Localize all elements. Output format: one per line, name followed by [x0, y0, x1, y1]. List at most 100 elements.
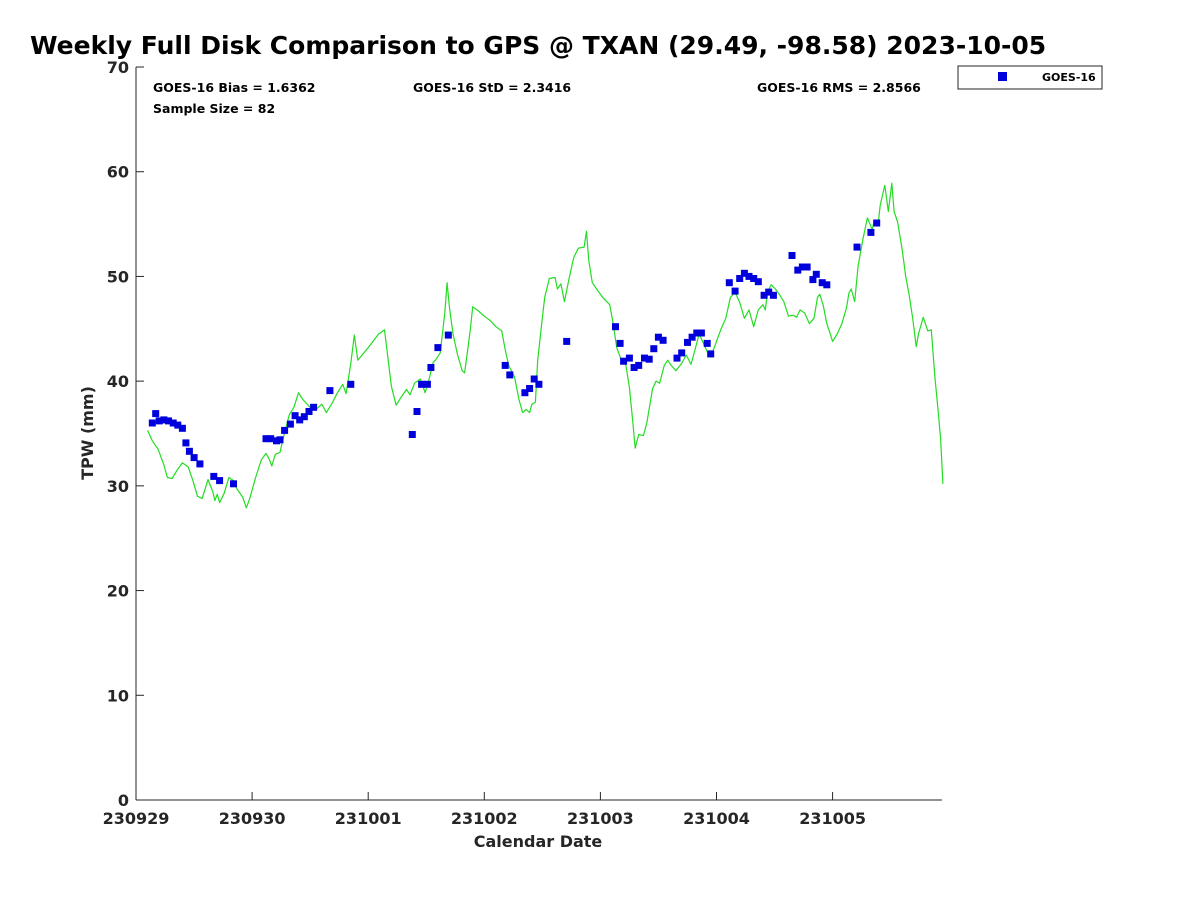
- goes16-point: [300, 413, 308, 421]
- chart-title: Weekly Full Disk Comparison to GPS @ TXA…: [30, 31, 1046, 60]
- gps-series: [147, 182, 944, 509]
- goes16-point: [740, 269, 748, 277]
- goes16-point: [423, 380, 431, 388]
- goes16-point: [745, 272, 753, 280]
- goes16-point: [678, 349, 686, 357]
- goes16-point: [736, 275, 744, 282]
- goes16-point: [798, 263, 806, 271]
- goes16-point: [178, 424, 186, 432]
- y-ticks: 0 10 20 30 40 50 60 70: [107, 58, 144, 810]
- goes16-point: [444, 331, 452, 339]
- goes16-point: [693, 329, 701, 337]
- goes16-point: [196, 460, 204, 468]
- goes16-point: [408, 431, 416, 438]
- goes16-point: [563, 337, 571, 345]
- x-tick-label: 231005: [799, 809, 866, 828]
- goes16-point: [276, 436, 284, 444]
- goes16-point: [688, 333, 696, 341]
- goes16-point: [625, 354, 633, 362]
- goes16-point: [182, 439, 190, 447]
- goes16-point: [305, 408, 313, 415]
- goes16-point: [190, 454, 198, 462]
- rms-stat: GOES-16 RMS = 2.8566: [757, 80, 921, 95]
- goes16-point: [526, 385, 534, 392]
- goes16-point: [155, 417, 163, 425]
- x-ticks: 230929 230930 231001 231002 231003 231004 2310…: [103, 792, 866, 828]
- goes16-point: [434, 344, 442, 352]
- goes16-point: [521, 389, 529, 397]
- goes16-point: [230, 480, 237, 488]
- goes16-point: [152, 410, 160, 418]
- goes16-point: [347, 380, 355, 388]
- goes16-point: [630, 364, 638, 371]
- goes16-point: [620, 357, 628, 365]
- goes16-point: [210, 472, 218, 480]
- goes16-point: [803, 263, 811, 271]
- goes16-point: [794, 266, 802, 274]
- goes16-point: [310, 403, 318, 411]
- goes16-point: [641, 354, 648, 362]
- y-tick-label: 0: [118, 791, 129, 810]
- goes16-point: [413, 408, 421, 415]
- goes16-point: [535, 380, 543, 388]
- goes16-point: [174, 421, 182, 429]
- y-tick-label: 30: [107, 477, 129, 496]
- goes16-point: [731, 287, 739, 295]
- goes16-point: [291, 412, 299, 420]
- goes16-point: [326, 387, 334, 395]
- goes16-point: [216, 477, 224, 485]
- goes16-point: [427, 364, 435, 371]
- goes16-point: [645, 355, 653, 363]
- plot-area: [135, 67, 942, 801]
- x-tick-label: 231003: [567, 809, 634, 828]
- goes16-point: [160, 416, 168, 424]
- goes16-point: [707, 350, 715, 358]
- goes16-point: [697, 329, 705, 337]
- goes16-point: [262, 435, 270, 443]
- legend-marker-goes16: [998, 72, 1007, 81]
- y-tick-label: 70: [107, 58, 129, 77]
- goes16-point: [296, 416, 304, 424]
- goes16-point: [703, 339, 711, 347]
- goes16-point: [818, 279, 826, 287]
- y-tick-label: 10: [107, 686, 129, 705]
- sample-size-stat: Sample Size = 82: [153, 101, 275, 116]
- goes16-point: [684, 338, 691, 346]
- goes16-point: [725, 279, 733, 287]
- x-tick-label: 231002: [451, 809, 518, 828]
- goes16-point: [788, 252, 796, 259]
- y-tick-label: 60: [107, 163, 129, 182]
- goes16-point: [765, 288, 773, 296]
- goes16-series: [148, 219, 881, 488]
- goes16-point: [165, 417, 172, 425]
- goes16-point: [267, 435, 275, 443]
- goes16-point: [530, 375, 538, 383]
- legend-label-goes16: GOES-16: [1042, 71, 1096, 84]
- legend-box: [957, 65, 1103, 90]
- goes16-point: [506, 371, 514, 379]
- bias-stat: GOES-16 Bias = 1.6362: [153, 80, 315, 95]
- goes16-point: [169, 419, 177, 427]
- goes16-point: [873, 219, 881, 227]
- goes16-point: [867, 228, 875, 236]
- goes16-point: [286, 420, 294, 428]
- goes16-point: [823, 281, 831, 289]
- y-tick-label: 20: [107, 582, 129, 601]
- goes16-point: [148, 419, 156, 427]
- goes16-point: [750, 275, 758, 282]
- goes16-point: [760, 291, 768, 299]
- gps-series-line: [147, 182, 944, 509]
- x-tick-label: 230929: [103, 809, 170, 828]
- std-stat: GOES-16 StD = 2.3416: [413, 80, 571, 95]
- x-tick-label: 230930: [219, 809, 286, 828]
- goes16-point: [501, 361, 509, 369]
- goes16-point: [809, 276, 817, 284]
- goes16-point: [812, 270, 820, 278]
- y-axis-label: TPW (mm): [78, 386, 97, 480]
- goes16-point: [418, 380, 426, 388]
- y-tick-label: 50: [107, 267, 129, 286]
- goes16-point: [185, 447, 193, 455]
- goes16-point: [650, 345, 658, 353]
- y-tick-label: 40: [107, 372, 129, 391]
